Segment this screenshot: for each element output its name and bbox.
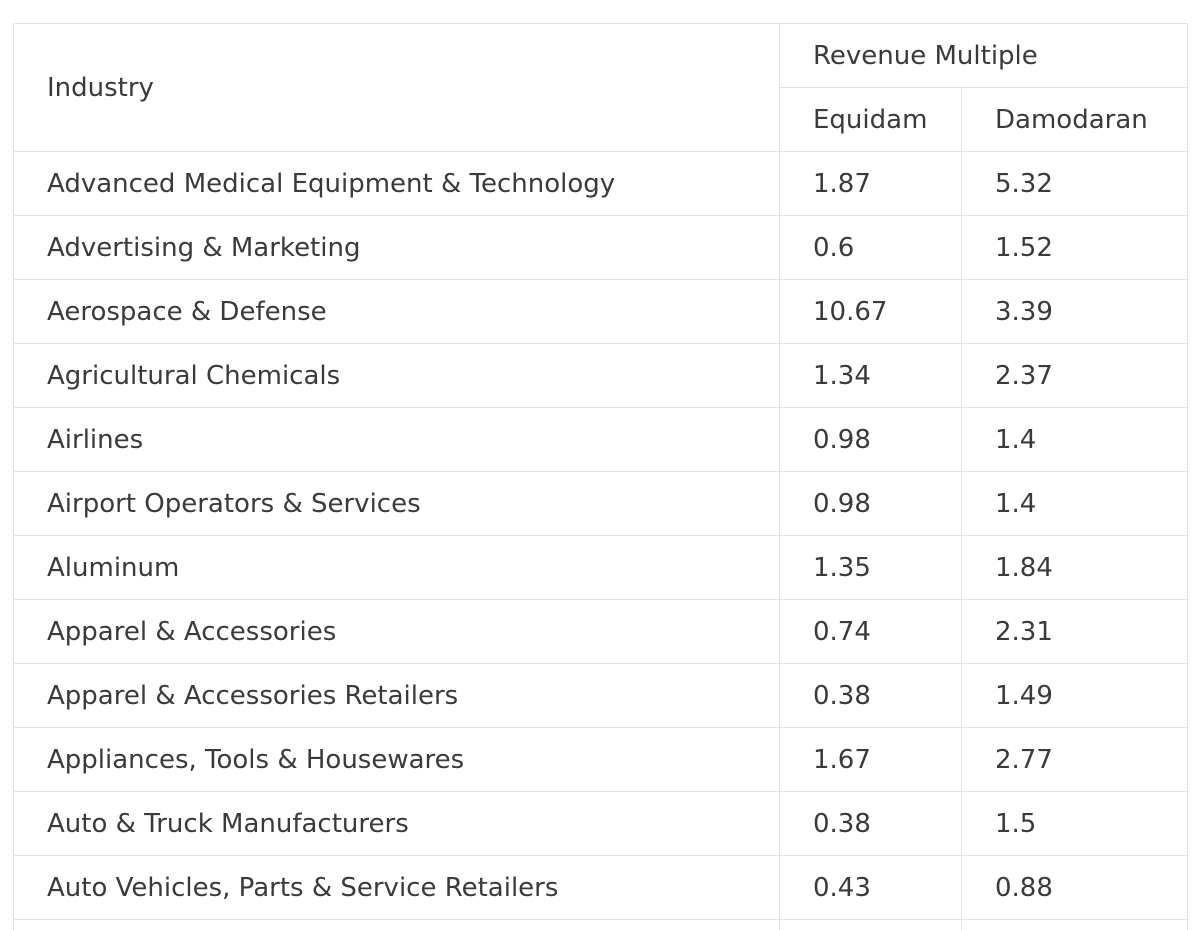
equidam-value-cell: 0.74	[779, 599, 962, 664]
equidam-column-header: Equidam	[779, 87, 962, 152]
industry-cell: Airlines	[13, 407, 780, 472]
damodaran-value-cell: 1.84	[961, 535, 1188, 600]
industry-cell: Auto & Truck Manufacturers	[13, 791, 780, 856]
damodaran-value-cell: 0.88	[961, 855, 1188, 920]
table-row-cutoff	[13, 919, 1188, 930]
industry-cell: Aluminum	[13, 535, 780, 600]
revenue-multiple-table: Industry Revenue Multiple Equidam Damoda…	[13, 23, 1188, 930]
industry-cell: Agricultural Chemicals	[13, 343, 780, 408]
equidam-value-cell: 0.43	[779, 855, 962, 920]
equidam-value-cell: 1.35	[779, 535, 962, 600]
industry-cell: Auto Vehicles, Parts & Service Retailers	[13, 855, 780, 920]
equidam-value-cell: 10.67	[779, 279, 962, 344]
equidam-value-cell: 0.98	[779, 407, 962, 472]
empty-cell	[13, 919, 780, 930]
table-row: Aluminum 1.35 1.84	[13, 535, 1188, 600]
table-row: Advanced Medical Equipment & Technology 1…	[13, 151, 1188, 216]
header-row-sources: Equidam Damodaran	[14, 87, 1188, 152]
equidam-value-cell: 0.38	[779, 791, 962, 856]
equidam-value-cell: 0.38	[779, 663, 962, 728]
table-row: Agricultural Chemicals 1.34 2.37	[13, 343, 1188, 408]
industry-cell: Apparel & Accessories Retailers	[13, 663, 780, 728]
equidam-value-cell: 0.6	[779, 215, 962, 280]
table-row: Aerospace & Defense 10.67 3.39	[13, 279, 1188, 344]
empty-cell	[779, 919, 962, 930]
equidam-value-cell: 1.87	[779, 151, 962, 216]
table-row: Advertising & Marketing 0.6 1.52	[13, 215, 1188, 280]
revenue-multiple-group-header: Revenue Multiple	[779, 23, 1188, 88]
damodaran-value-cell: 2.31	[961, 599, 1188, 664]
damodaran-value-cell: 3.39	[961, 279, 1188, 344]
industry-cell: Advanced Medical Equipment & Technology	[13, 151, 780, 216]
industry-cell: Appliances, Tools & Housewares	[13, 727, 780, 792]
table-body: Advanced Medical Equipment & Technology 1…	[13, 151, 1188, 930]
table-row: Apparel & Accessories 0.74 2.31	[13, 599, 1188, 664]
equidam-value-cell: 0.98	[779, 471, 962, 536]
damodaran-value-cell: 1.4	[961, 407, 1188, 472]
damodaran-value-cell: 5.32	[961, 151, 1188, 216]
table-row: Auto Vehicles, Parts & Service Retailers…	[13, 855, 1188, 920]
equidam-value-cell: 1.34	[779, 343, 962, 408]
industry-cell: Airport Operators & Services	[13, 471, 780, 536]
equidam-value-cell: 1.67	[779, 727, 962, 792]
damodaran-value-cell: 1.52	[961, 215, 1188, 280]
empty-cell	[961, 919, 1188, 930]
industry-cell: Aerospace & Defense	[13, 279, 780, 344]
header-row-group: Industry Revenue Multiple	[13, 23, 1188, 152]
damodaran-column-header: Damodaran	[961, 87, 1188, 152]
revenue-multiple-table-container: Industry Revenue Multiple Equidam Damoda…	[13, 23, 1188, 930]
damodaran-value-cell: 1.49	[961, 663, 1188, 728]
table-row: Airport Operators & Services 0.98 1.4	[13, 471, 1188, 536]
table-row: Apparel & Accessories Retailers 0.38 1.49	[13, 663, 1188, 728]
table-header: Industry Revenue Multiple Equidam Damoda…	[13, 23, 1188, 152]
table-row: Auto & Truck Manufacturers 0.38 1.5	[13, 791, 1188, 856]
table-row: Airlines 0.98 1.4	[13, 407, 1188, 472]
damodaran-value-cell: 1.4	[961, 471, 1188, 536]
damodaran-value-cell: 2.37	[961, 343, 1188, 408]
table-row: Appliances, Tools & Housewares 1.67 2.77	[13, 727, 1188, 792]
industry-cell: Apparel & Accessories	[13, 599, 780, 664]
industry-cell: Advertising & Marketing	[13, 215, 780, 280]
damodaran-value-cell: 1.5	[961, 791, 1188, 856]
damodaran-value-cell: 2.77	[961, 727, 1188, 792]
industry-column-header: Industry	[13, 23, 780, 152]
